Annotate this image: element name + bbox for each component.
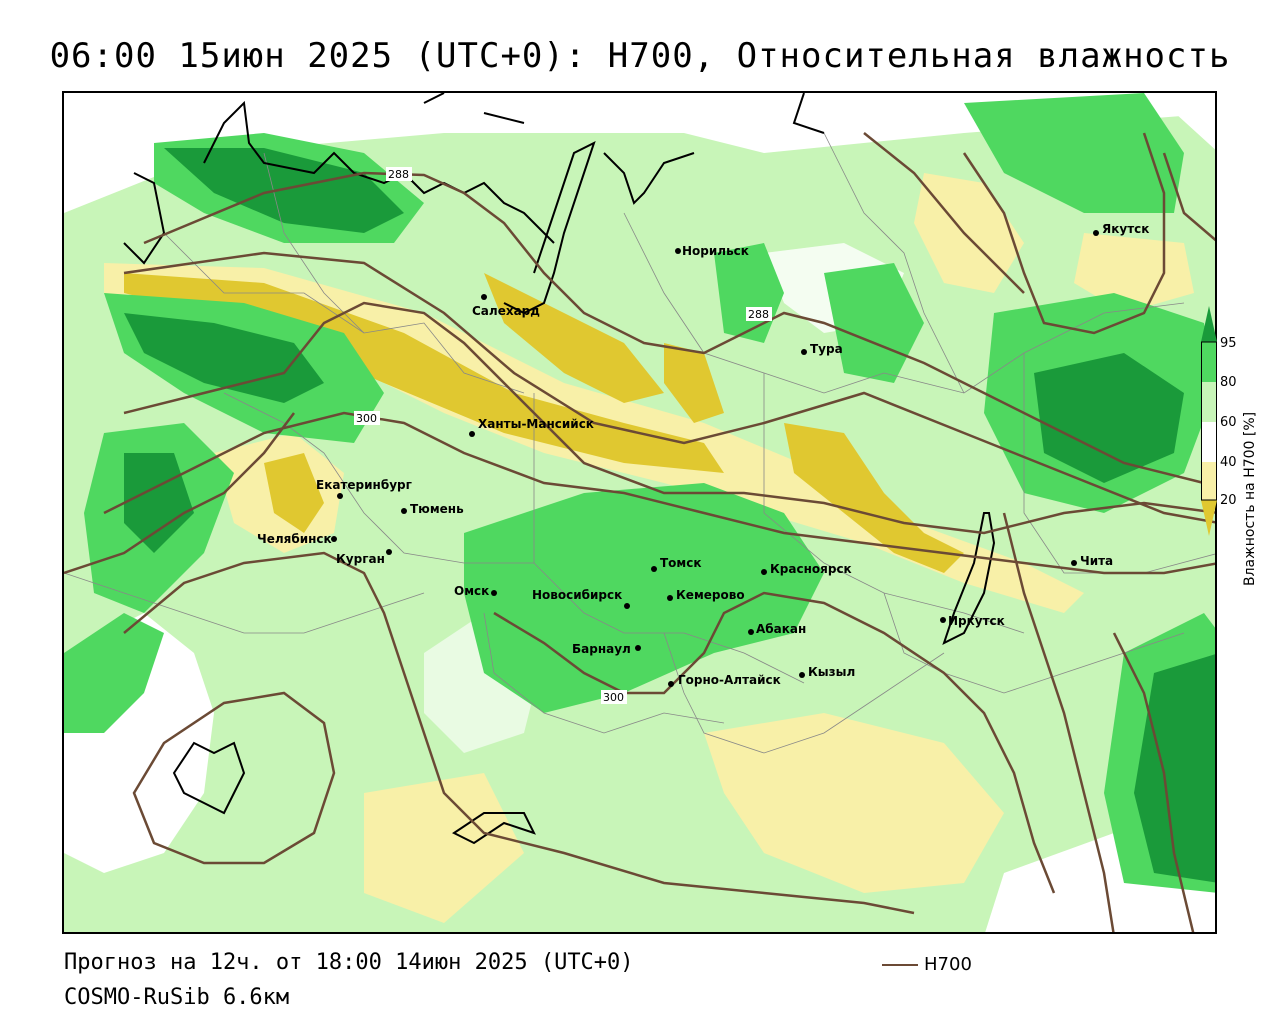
humidity-field-yellow: [264, 453, 324, 533]
humidity-field-green: [464, 483, 824, 713]
city-marker: [748, 629, 754, 635]
city-label[interactable]: Абакан: [756, 622, 806, 636]
model-name: COSMO-RuSib 6.6км: [64, 985, 290, 1010]
city-label[interactable]: Барнаул: [572, 642, 631, 656]
humidity-field-dark-green: [124, 313, 324, 403]
contour-label: 288: [748, 308, 769, 321]
contour-label: 288: [388, 168, 409, 181]
colorbar-tick: 40: [1220, 455, 1237, 470]
map-canvas: 288 288 300 300 Норильск Якутск Салехард…: [64, 93, 1215, 932]
colorbar-tick: 80: [1220, 375, 1237, 390]
city-label[interactable]: Томск: [660, 556, 702, 570]
humidity-field-dark-green: [1134, 654, 1215, 883]
city-marker: [651, 566, 657, 572]
city-marker: [331, 536, 337, 542]
humidity-field-yellow: [484, 273, 664, 403]
contour-label: 300: [356, 412, 377, 425]
humidity-field-white: [64, 93, 1215, 213]
colorbar-tick: 60: [1220, 415, 1237, 430]
city-marker: [401, 508, 407, 514]
humidity-field-green: [64, 613, 164, 733]
city-label[interactable]: Иркутск: [948, 614, 1005, 628]
city-label[interactable]: Салехард: [472, 304, 540, 318]
city-label[interactable]: Якутск: [1102, 222, 1149, 236]
city-marker: [667, 595, 673, 601]
h700-legend: H700: [882, 954, 972, 975]
city-marker: [675, 248, 681, 254]
city-label[interactable]: Челябинск: [257, 532, 332, 546]
city-marker: [624, 603, 630, 609]
city-label[interactable]: Чита: [1080, 554, 1113, 568]
city-label[interactable]: Кызыл: [808, 665, 855, 679]
city-marker: [668, 681, 674, 687]
colorbar-top-arrow: [1201, 306, 1217, 342]
humidity-field-yellow: [664, 343, 724, 423]
city-marker: [940, 617, 946, 623]
cities: Норильск Якутск Салехард Тура Ханты-Манс…: [257, 222, 1149, 687]
colorbar-tick: 20: [1220, 493, 1237, 508]
contour-label: 300: [603, 691, 624, 704]
city-marker: [386, 549, 392, 555]
city-marker: [337, 493, 343, 499]
city-label[interactable]: Горно-Алтайск: [678, 673, 781, 687]
humidity-field-dark-green: [164, 148, 404, 233]
city-label[interactable]: Кемерово: [676, 588, 745, 602]
colorbar-bottom-arrow: [1201, 500, 1217, 536]
humidity-field-dark-green: [1034, 353, 1184, 483]
humidity-field-yellow: [784, 423, 964, 573]
city-label[interactable]: Омск: [454, 584, 489, 598]
contour-labels: 288 288 300 300: [354, 167, 772, 704]
city-label[interactable]: Ханты-Мансийск: [478, 417, 594, 431]
city-label[interactable]: Екатеринбург: [316, 478, 412, 492]
city-label[interactable]: Тюмень: [410, 502, 464, 516]
humidity-colorbar: [1201, 306, 1217, 536]
city-marker: [799, 672, 805, 678]
colorbar-segment-60-80: [1201, 382, 1217, 422]
city-marker: [481, 294, 487, 300]
colorbar-segment-80-95: [1201, 342, 1217, 382]
colorbar-segment-20-40: [1201, 462, 1217, 500]
h700-contours: [64, 132, 1215, 932]
humidity-field-green: [964, 93, 1184, 213]
city-marker: [635, 645, 641, 651]
colorbar-title: Влажность на H700 [%]: [1242, 411, 1258, 586]
weather-map[interactable]: 288 288 300 300 Норильск Якутск Салехард…: [62, 91, 1217, 934]
city-marker: [801, 349, 807, 355]
city-label[interactable]: Красноярск: [770, 562, 852, 576]
colorbar-segment-40-60: [1201, 422, 1217, 462]
city-marker: [1071, 560, 1077, 566]
city-label[interactable]: Норильск: [682, 244, 749, 258]
city-label[interactable]: Курган: [336, 552, 385, 566]
city-label[interactable]: Новосибирск: [532, 588, 622, 602]
forecast-info: Прогноз на 12ч. от 18:00 14июн 2025 (UTC…: [64, 950, 634, 975]
humidity-field-light-yellow: [364, 773, 524, 923]
h700-legend-line-icon: [882, 964, 918, 966]
city-marker: [491, 590, 497, 596]
humidity-field-light-yellow: [704, 713, 1004, 893]
colorbar-tick: 95: [1220, 336, 1237, 351]
city-marker: [761, 569, 767, 575]
city-marker: [469, 431, 475, 437]
city-marker: [1093, 230, 1099, 236]
map-title: 06:00 15июн 2025 (UTC+0): H700, Относите…: [49, 36, 1231, 76]
city-label[interactable]: Тура: [810, 342, 843, 356]
